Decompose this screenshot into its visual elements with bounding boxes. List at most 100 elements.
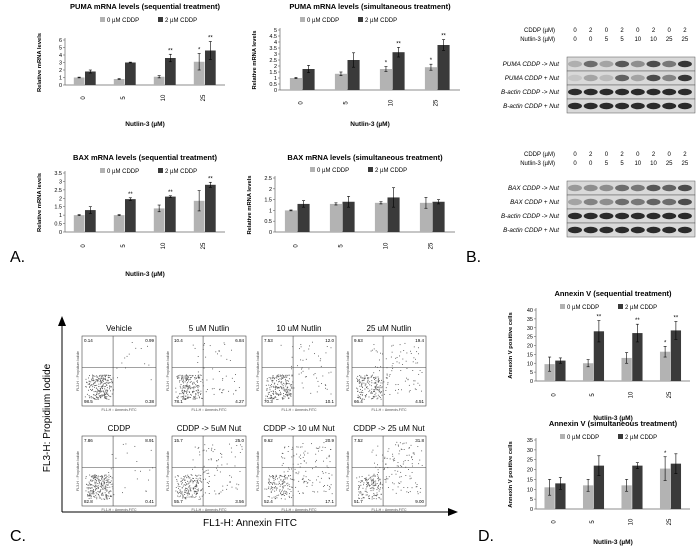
flow-dot [200,394,201,395]
flow-dot [274,483,276,485]
flow-dot [104,397,106,399]
flow-dot [92,491,94,492]
flow-dot [199,454,201,456]
flow-dot [98,378,100,380]
flow-dot [182,393,184,395]
flow-dot [214,474,216,476]
flow-dot [283,377,285,378]
blot-header-value: 25 [666,161,673,167]
flow-dot [419,370,421,372]
flow-dot [286,394,288,396]
blot-header-value: 2 [620,152,624,158]
flow-dot [328,477,330,479]
flow-dot [89,487,91,489]
flow-dot [375,377,377,379]
flow-dot [188,477,190,479]
quadrant-value: 4.51 [415,399,424,404]
flow-dot [102,383,104,385]
flow-dot [291,449,293,450]
flow-dot [375,495,377,497]
flow-dot [308,479,310,481]
flow-dot [200,489,202,491]
flow-dot [395,384,397,386]
flow-dot [86,484,88,485]
bar [632,333,643,381]
flow-dot [104,388,106,390]
flow-dot [303,480,305,482]
flow-dot [384,478,386,480]
bar [374,202,387,232]
flow-dot [279,378,281,380]
flow-dot [110,496,112,498]
blot-band [646,74,661,82]
y-axis-label: Annexin V positive cells [508,441,514,507]
flow-dot [392,453,394,455]
flow-dot [356,377,358,379]
flow-dot [185,375,187,377]
flow-dot [185,496,186,498]
bar [165,196,176,232]
flow-dot [283,481,285,483]
flow-dot [99,381,101,383]
flow-dot [193,490,195,492]
flow-dot [193,382,195,384]
flow-dot [284,490,286,492]
flow-dot [89,480,91,482]
flow-dot [369,487,371,489]
flow-dot [97,396,98,398]
flow-dot [287,470,289,472]
flow-dot [194,446,196,448]
blot-header-value: 25 [682,37,689,43]
flow-dot [192,488,194,490]
flow-dot [235,487,237,489]
flow-dot [187,385,189,387]
flow-dot [99,480,101,481]
flow-dot [95,484,97,486]
flow-dot [102,492,104,494]
quadrant-value: 10.1 [325,399,334,404]
flow-dot [410,350,411,352]
chart-annexin_sim: Annexin V (simultaneous treatment)0 µM C… [508,419,690,546]
flow-dot [182,485,184,487]
flow-dot [107,374,109,376]
quadrant-value: 0.38 [145,399,154,404]
flow-dot [94,476,96,477]
flow-dot [366,481,368,483]
flow-dot [361,394,363,396]
flow-dot [108,482,110,484]
flow-dot [104,489,106,491]
flow-dot [371,380,373,382]
flow-dot [282,462,284,464]
blot-header-value: 0 [636,28,640,34]
flow-dot [328,472,330,474]
flow-dot [376,351,378,353]
flow-dot [104,487,105,489]
flow-dot [267,392,269,394]
flow-dot [287,451,289,452]
flow-dot [367,377,369,379]
flow-dot [92,479,94,481]
flow-dot [330,484,332,486]
flow-dot [235,389,237,391]
flow-dot [274,391,276,393]
flow-dot [175,387,177,389]
flow-dot [190,394,192,396]
flow-dot [317,447,319,449]
quadrant-value: 19.4 [415,338,424,343]
quadrant-value: 3.56 [235,499,244,504]
flow-dot [289,393,291,395]
flow-dot [398,362,400,364]
blot-band [646,102,661,110]
flow-dot [222,485,224,487]
blot-band [599,198,614,206]
blot-header-value: 0 [589,161,593,167]
flow-dot [272,385,274,387]
flow-dot [288,484,290,486]
flow-dot [89,386,91,388]
flow-dot [371,476,373,478]
flow-dot [280,475,282,476]
flow-dot [275,387,277,389]
flow-dot [320,358,322,360]
flow-dot [186,480,188,482]
